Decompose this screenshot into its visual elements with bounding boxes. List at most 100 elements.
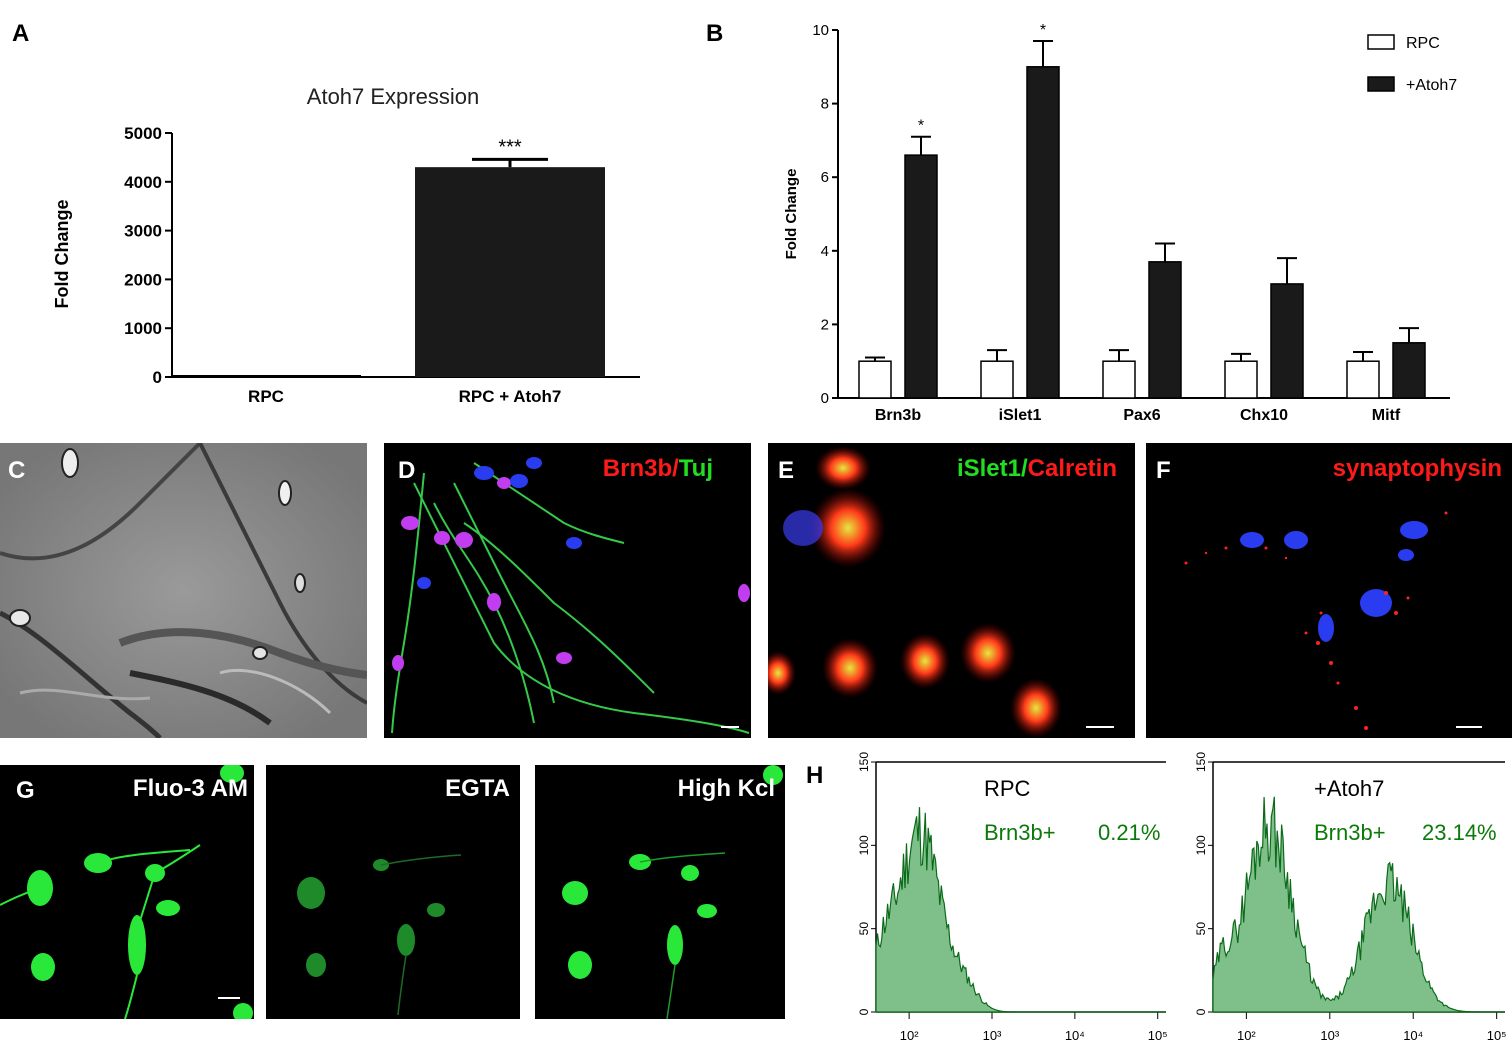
flow-histogram-rpc: 0 50 100 150 10² 10³ 10⁴ 10⁵: [857, 752, 1168, 1043]
chart-b-bar: [1346, 360, 1380, 399]
chart-a-y-tick-label: 3000: [124, 222, 162, 241]
panel-label-f: F: [1156, 457, 1171, 484]
chart-a-bars: ***: [171, 136, 605, 377]
chart-b-y-tick-label: 10: [812, 22, 829, 39]
micrograph-f-label: synaptophysin: [1333, 455, 1502, 483]
chart-b-legend-label: +Atoh7: [1406, 77, 1457, 94]
chart-b-bar: [1270, 283, 1304, 399]
flow-y-tick-label: 100: [857, 835, 871, 855]
chart-a-bar: [415, 167, 605, 377]
chart-a-y-tick-label: 1000: [124, 319, 162, 338]
chart-a-y-tick-label: 5000: [124, 124, 162, 143]
micrograph-d-label: Brn3b/Tuj: [603, 455, 713, 483]
flow-histogram-curve: [875, 807, 1166, 1013]
flow-y-tick-label: 50: [1194, 922, 1208, 936]
micrograph-g-high-kcl: High Kcl: [535, 765, 785, 1019]
chart-b-y-tick-label: 6: [821, 169, 829, 186]
chart-b-x-tick-label: Pax6: [1123, 407, 1160, 424]
chart-b-significance: *: [918, 118, 924, 135]
chart-b-legend-swatch: [1367, 34, 1395, 50]
flow-left-sample: RPC: [984, 776, 1031, 801]
micrograph-g-egta: EGTA: [266, 765, 520, 1019]
panel-label-a: A: [12, 20, 30, 47]
chart-a-significance: ***: [498, 136, 522, 158]
flow-x-tick-label: 10⁴: [1065, 1028, 1085, 1043]
flow-y-tick-label: 0: [857, 1008, 871, 1015]
neurite-staining: [391, 457, 750, 734]
flow-x-tick-label: 10⁴: [1403, 1028, 1423, 1043]
panel-label-c: C: [8, 457, 26, 484]
chart-b-x-tick-label: Mitf: [1372, 407, 1401, 424]
flow-right-marker: Brn3b+: [1314, 820, 1386, 845]
chart-b-bar: [1148, 261, 1182, 399]
micrograph-e-islet1-calretin: E iSlet1/Calretin: [768, 443, 1135, 738]
chart-b-y-axis-label: Fold Change: [783, 169, 800, 260]
panel-label-e: E: [778, 457, 795, 484]
chart-b-legend-swatch: [1367, 76, 1395, 92]
chart-b-bar: [980, 360, 1014, 399]
high-kcl-cells: [562, 765, 783, 1019]
chart-b-bars: **: [858, 22, 1426, 399]
flow-right-percent: 23.14%: [1422, 820, 1497, 845]
chart-b-x-tick-label: Chx10: [1240, 407, 1288, 424]
micrograph-g-fluo3-am: G Fluo-3 AM: [0, 765, 254, 1019]
flow-histogram-curve: [1212, 796, 1505, 1013]
egta-cells: [297, 854, 462, 1016]
islet-calretin-staining: [768, 446, 1114, 738]
panel-label-g: G: [16, 777, 35, 804]
chart-b-x-tick-label: iSlet1: [999, 407, 1042, 424]
flow-histogram-atoh7: 0 50 100 150 10² 10³ 10⁴ 10⁵: [1194, 752, 1507, 1043]
label-slash: /: [1020, 455, 1028, 482]
micrograph-e-label: iSlet1/Calretin: [957, 455, 1117, 483]
chart-b-y-tick-label: 0: [821, 390, 829, 407]
chart-a-y-tick-label: 0: [153, 368, 162, 387]
chart-a-axes: 0 1000 2000 3000 4000 5000 RPC RPC + Atoh7: [124, 124, 640, 406]
chart-b-bar: [1224, 360, 1258, 399]
flow-x-tick-label: 10³: [983, 1028, 1002, 1043]
chart-a-y-tick-label: 2000: [124, 270, 162, 289]
chart-a-atoh7-expression: Atoh7 Expression Fold Change 0 1000 2000 30…: [52, 84, 640, 406]
chart-b-bar: [1102, 360, 1136, 399]
flow-y-tick-label: 100: [1194, 835, 1208, 855]
panel-label-b: B: [706, 20, 724, 47]
chart-b-bar: [1392, 342, 1426, 399]
chart-b-legend: RPC +Atoh7: [1367, 34, 1457, 94]
label-synaptophysin: synaptophysin: [1332, 455, 1502, 482]
micrograph-g1-label: Fluo-3 AM: [132, 775, 248, 802]
chart-a-x-tick-label: RPC + Atoh7: [459, 387, 562, 406]
flow-x-tick-label: 10³: [1320, 1028, 1339, 1043]
micrograph-g3-label: High Kcl: [677, 775, 775, 802]
flow-right-sample: +Atoh7: [1314, 776, 1385, 801]
flow-x-tick-label: 10²: [900, 1028, 919, 1043]
flow-y-tick-label: 150: [1194, 752, 1208, 772]
micrograph-c-phase-contrast: C: [0, 443, 367, 738]
chart-b-bar: [1026, 66, 1060, 399]
chart-b-y-tick-label: 8: [821, 96, 829, 113]
chart-b-axes: 0 2 4 6 8 10 Brn3b iSlet1 Pax6 Chx10 Mitf: [812, 22, 1450, 424]
label-tuj: Tuj: [678, 455, 713, 482]
flow-x-tick-label: 10²: [1237, 1028, 1256, 1043]
panel-label-d: D: [398, 457, 416, 484]
chart-a-y-axis-label: Fold Change: [52, 200, 72, 309]
flow-left-percent: 0.21%: [1098, 820, 1161, 845]
chart-b-y-tick-label: 4: [821, 243, 829, 260]
fluo3-calcium-cells: [0, 765, 253, 1019]
chart-a-x-tick-label: RPC: [248, 387, 284, 406]
label-islet1: iSlet1: [956, 455, 1021, 482]
synaptophysin-staining: [1184, 511, 1482, 730]
phase-contrast-texture: [0, 443, 367, 738]
flow-y-tick-label: 50: [857, 922, 871, 936]
panel-label-h: H: [806, 762, 824, 789]
chart-b-legend-label: RPC: [1406, 35, 1440, 52]
label-slash: /: [672, 455, 679, 482]
label-calretin: Calretin: [1027, 455, 1117, 482]
micrograph-d-brn3b-tuj: D Brn3b/Tuj: [384, 443, 751, 738]
chart-a-title: Atoh7 Expression: [307, 84, 479, 109]
flow-x-tick-label: 10⁵: [1487, 1028, 1507, 1043]
chart-b-y-tick-label: 2: [821, 316, 829, 333]
chart-a-bar: [171, 375, 361, 377]
flow-y-tick-label: 0: [1194, 1008, 1208, 1015]
micrograph-f-synaptophysin: F synaptophysin: [1146, 443, 1512, 738]
